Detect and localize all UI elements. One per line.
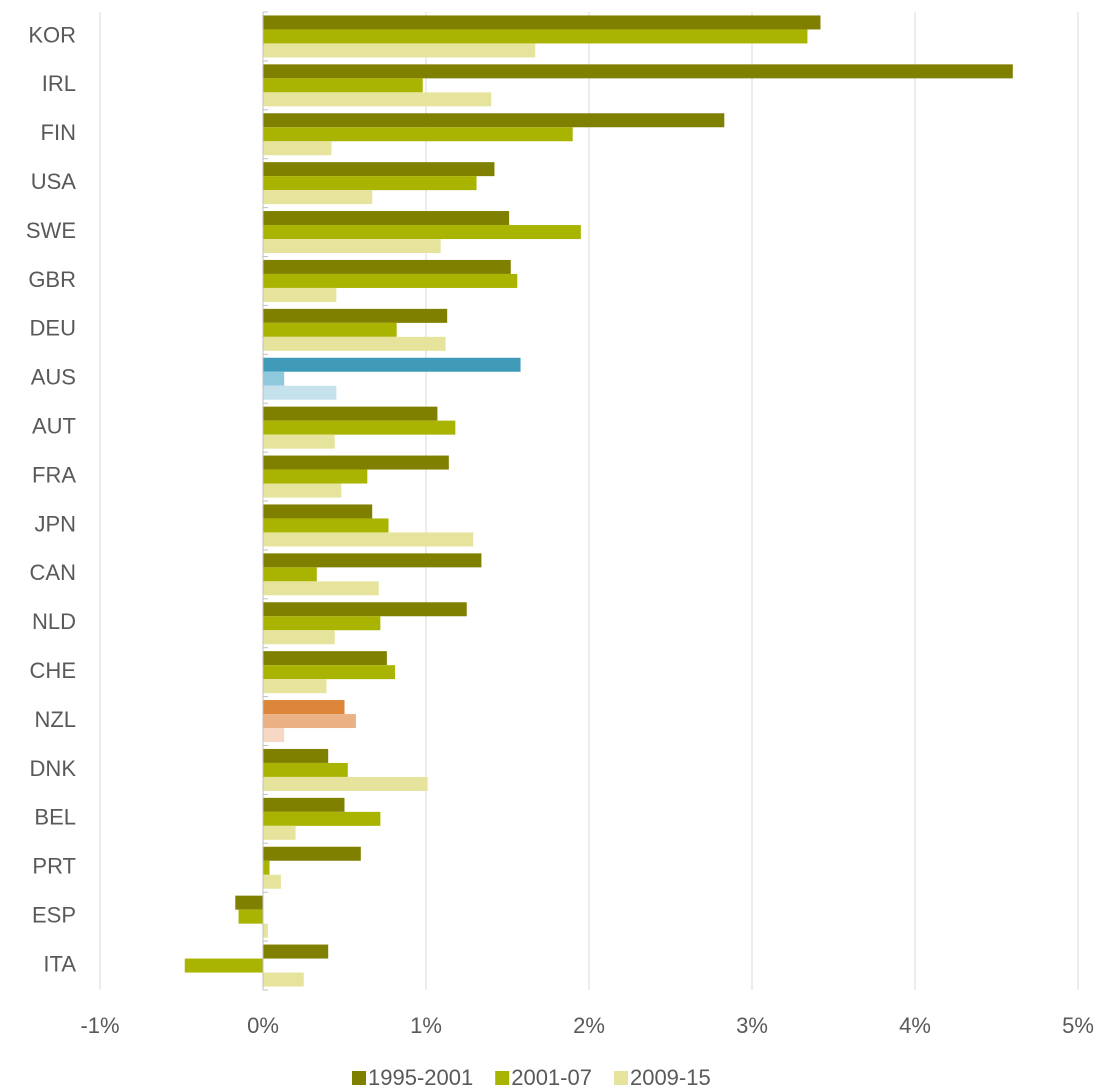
bar	[263, 483, 342, 498]
bar	[263, 406, 438, 421]
x-tick-label: 3%	[736, 1013, 768, 1038]
bar	[263, 455, 449, 470]
y-tick-label: AUS	[31, 365, 76, 390]
y-tick-label: GBR	[28, 267, 76, 292]
bar	[263, 518, 389, 533]
bar	[263, 78, 423, 93]
bar	[263, 336, 446, 351]
bar	[263, 825, 296, 840]
bar	[263, 420, 456, 435]
bar	[263, 860, 270, 875]
legend-swatch	[613, 1071, 628, 1085]
bar	[263, 602, 467, 617]
bar	[263, 141, 332, 156]
bar	[263, 273, 518, 288]
legend-swatch	[352, 1071, 366, 1085]
x-tick-label: 0%	[247, 1013, 279, 1038]
y-tick-label: ITA	[43, 951, 76, 976]
bar	[263, 64, 1013, 79]
bar	[263, 15, 821, 30]
bar	[263, 322, 397, 337]
bar	[263, 162, 495, 177]
x-tick-label: 5%	[1062, 1013, 1094, 1038]
y-tick-label: DNK	[30, 756, 77, 781]
bar	[263, 616, 381, 631]
y-tick-label: CHE	[30, 658, 76, 683]
legend-label: 1995-2001	[368, 1065, 473, 1090]
y-tick-label: SWE	[26, 218, 76, 243]
y-tick-label: JPN	[34, 511, 76, 536]
bar	[263, 469, 368, 484]
bar	[263, 127, 573, 142]
bar	[263, 972, 304, 987]
bar	[263, 630, 335, 645]
y-tick-label: AUT	[32, 413, 76, 438]
y-tick-label: DEU	[30, 316, 76, 341]
bar	[263, 176, 477, 191]
bar	[263, 776, 428, 791]
bar	[184, 958, 263, 973]
bar	[263, 700, 345, 715]
y-tick-label: NZL	[34, 707, 76, 732]
bar	[263, 874, 281, 889]
y-tick-label: FIN	[41, 120, 76, 145]
y-tick-label: USA	[31, 169, 77, 194]
bar	[263, 728, 285, 743]
y-tick-label: CAN	[30, 560, 76, 585]
bar	[263, 29, 808, 44]
legend-label: 2001-07	[511, 1065, 592, 1090]
bar	[263, 651, 387, 666]
bar	[263, 92, 492, 107]
bar	[263, 190, 373, 205]
bar	[263, 308, 448, 323]
bar	[263, 357, 521, 372]
bar	[263, 679, 327, 694]
legend-swatch	[495, 1071, 510, 1085]
bar	[263, 43, 536, 58]
y-tick-label: NLD	[32, 609, 76, 634]
bar	[263, 553, 482, 568]
bar	[263, 211, 510, 226]
bar	[263, 371, 285, 386]
bar	[263, 581, 379, 596]
bar	[263, 748, 329, 763]
bar	[263, 504, 373, 519]
bar	[263, 239, 441, 254]
bar	[263, 846, 361, 861]
bar	[263, 762, 348, 777]
bar	[263, 385, 337, 400]
bar	[263, 797, 345, 812]
x-tick-label: -1%	[80, 1013, 119, 1038]
y-tick-label: BEL	[34, 805, 76, 830]
bar	[263, 567, 317, 582]
bar	[263, 714, 356, 729]
y-tick-label: IRL	[42, 71, 76, 96]
bar	[235, 895, 263, 910]
bar	[263, 532, 474, 547]
bar	[263, 434, 335, 449]
x-tick-label: 2%	[573, 1013, 605, 1038]
bar	[238, 909, 263, 924]
bar	[263, 811, 381, 826]
x-tick-label: 1%	[410, 1013, 442, 1038]
y-tick-label: ESP	[32, 902, 76, 927]
bar	[263, 225, 581, 240]
y-tick-label: PRT	[32, 854, 76, 879]
legend-label: 2009-15	[630, 1065, 711, 1090]
y-tick-label: FRA	[32, 462, 76, 487]
bar	[263, 113, 725, 128]
x-tick-label: 4%	[899, 1013, 931, 1038]
y-tick-label: KOR	[28, 22, 76, 47]
bar	[263, 665, 396, 680]
bar	[263, 923, 268, 938]
bar	[263, 944, 329, 959]
bar	[263, 287, 337, 302]
bar	[263, 259, 511, 274]
